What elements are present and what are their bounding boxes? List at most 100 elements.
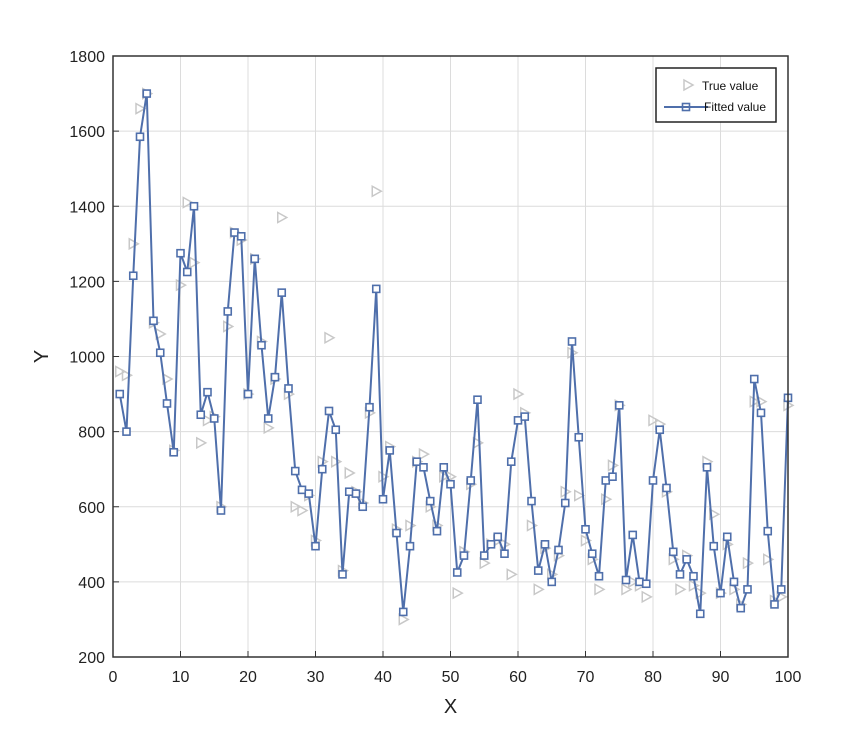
fitted-value-point-48: [432, 526, 442, 536]
true-value-point-10: [175, 278, 188, 292]
fitted-value-point-66: [554, 545, 563, 555]
y-tick-label-3: 800: [78, 425, 105, 442]
fitted-value-point-43: [398, 607, 408, 617]
fitted-value-point-58: [500, 549, 509, 559]
true-value-point-72: [594, 583, 606, 596]
fitted-value-point-30: [311, 541, 320, 551]
true-value-point-55: [479, 556, 491, 570]
fitted-value-point-41: [385, 446, 395, 455]
legend-item-true-value: True value: [683, 78, 759, 93]
x-tick-label-4: 40: [374, 669, 392, 686]
fitted-value-point-79: [641, 579, 651, 589]
fitted-value-point-1: [115, 389, 125, 399]
y-tick-label-8: 1800: [69, 49, 105, 66]
legend-true-marker: [683, 78, 695, 92]
fitted-value-point-61: [520, 412, 530, 421]
fitted-value-point-2: [122, 427, 131, 436]
fitted-value-point-62: [527, 496, 536, 506]
fitted-value-point-24: [270, 372, 280, 382]
true-value-point-59: [506, 568, 518, 581]
fitted-value-point-44: [405, 541, 415, 551]
fitted-value-point-70: [581, 524, 590, 534]
x-axis-label: X: [444, 696, 457, 718]
fitted-value-point-32: [324, 406, 334, 416]
x-tick-label-3: 30: [307, 669, 325, 686]
true-value-point-62: [526, 519, 539, 532]
true-value-point-51: [452, 586, 464, 600]
fitted-value-point-86: [689, 571, 698, 581]
fitted-value-point-29: [304, 489, 314, 498]
fitted-value-point-83: [668, 547, 678, 557]
fitted-value-point-57: [493, 532, 503, 542]
fitted-value-point-19: [236, 232, 246, 241]
true-value-point-97: [763, 553, 775, 566]
true-value-point-43: [398, 613, 410, 626]
fitted-value-point-94: [743, 585, 752, 594]
true-value-point-40: [378, 470, 390, 483]
fitted-value-point-50: [446, 479, 455, 489]
fitted-value-point-40: [378, 494, 388, 504]
ticks: 0 10 20 30 40 50 60 70 80 90 100 200 400 600 800 1000 12…: [69, 49, 801, 686]
true-value-point-69: [574, 489, 586, 502]
fitted-value-point-27: [290, 466, 300, 476]
true-value-point-79: [641, 590, 653, 604]
y-axis-label: Y: [31, 350, 53, 363]
fitted-value-point-7: [155, 348, 165, 358]
x-tick-label-0: 0: [109, 669, 118, 686]
fitted-value-point-71: [587, 549, 597, 559]
fitted-value-point-14: [203, 387, 212, 397]
fitted-value-point-16: [216, 506, 226, 515]
legend-fitted-marker: [681, 102, 691, 112]
fitted-value-point-42: [392, 528, 401, 538]
fitted-value-point-22: [257, 340, 266, 350]
x-tick-label-5: 50: [442, 669, 460, 686]
fitted-value-point-13: [196, 410, 206, 420]
fitted-value-point-76: [621, 575, 631, 585]
true-value-point-76: [621, 583, 633, 596]
fitted-value-point-88: [702, 463, 712, 472]
fitted-value-point-11: [182, 267, 192, 277]
fitted-value-point-45: [412, 457, 422, 466]
fitted-value-point-81: [655, 425, 665, 435]
x-tick-label-10: 100: [775, 669, 802, 686]
fitted-value-point-3: [128, 271, 138, 281]
fitted-value-point-23: [263, 414, 273, 423]
fitted-value-point-63: [533, 566, 543, 575]
fitted-value-point-37: [358, 502, 368, 512]
fitted-value-point-77: [628, 530, 638, 540]
x-tick-label-2: 20: [239, 669, 257, 686]
fitted-value-point-87: [695, 609, 705, 619]
y-tick-label-6: 1400: [69, 199, 105, 216]
fitted-value-point-26: [284, 384, 293, 393]
fitted-value-point-80: [648, 476, 658, 485]
legend-fitted-label: Fitted value: [704, 100, 766, 114]
fitted-value-point-67: [560, 498, 570, 508]
y-tick-label-1: 400: [78, 575, 105, 592]
fitted-value-point-21: [250, 254, 260, 264]
fitted-value-point-75: [614, 401, 624, 410]
fitted-value-point-39: [371, 284, 381, 294]
fitted-value-point-91: [722, 532, 732, 542]
fitted-value-point-89: [709, 541, 719, 551]
true-value-point-1: [115, 365, 127, 378]
true-value-point-39: [371, 184, 383, 198]
true-value-point-27: [290, 500, 302, 514]
fitted-value-point-68: [567, 337, 577, 346]
true-value-point-70: [580, 534, 593, 547]
true-value-point-49: [439, 470, 451, 483]
true-value-point-80: [648, 414, 660, 427]
fitted-value-point-12: [189, 201, 199, 211]
true-value-point-4: [135, 102, 147, 115]
true-value-point-23: [263, 421, 275, 435]
fitted-value-point-69: [574, 432, 584, 442]
fitted-value-point-6: [149, 316, 158, 326]
fitted-value-point-59: [506, 457, 516, 466]
fitted-value-point-98: [770, 600, 779, 609]
fitted-value-point-72: [594, 571, 604, 581]
fitted-value-point-34: [338, 570, 347, 579]
fitted-value-point-47: [425, 496, 435, 506]
fitted-value-point-95: [749, 374, 759, 384]
fitted-value-point-38: [365, 402, 374, 412]
